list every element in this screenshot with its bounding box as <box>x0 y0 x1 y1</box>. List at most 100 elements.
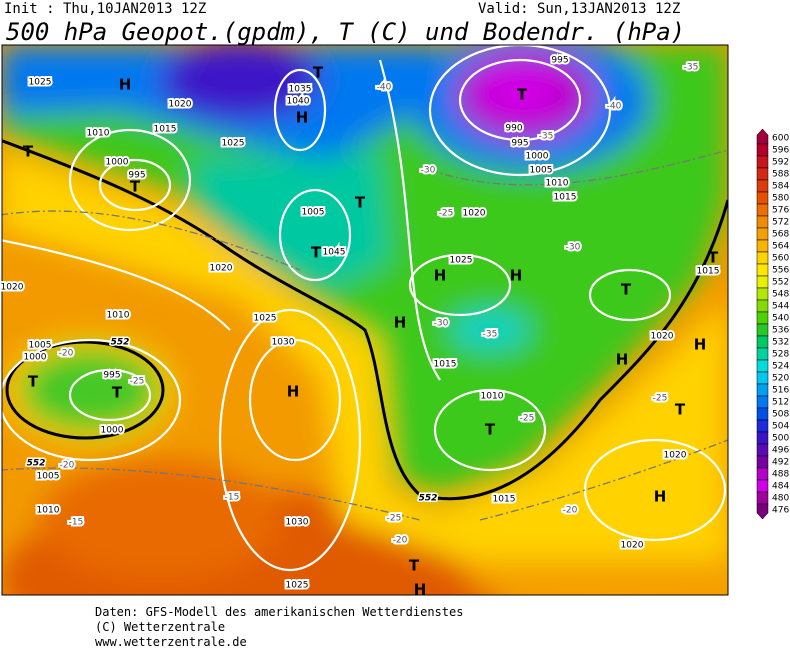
temperature-label: -20 <box>393 536 408 546</box>
colorbar-label: 540 <box>772 314 789 324</box>
colorbar-label: 568 <box>772 230 789 240</box>
temperature-label: -25 <box>653 394 668 404</box>
colorbar-label: 584 <box>772 182 789 192</box>
isobar-label: 1015 <box>697 267 720 277</box>
temperature-label: -15 <box>69 518 84 528</box>
pressure-center: H <box>434 267 447 285</box>
temperature-label: -20 <box>60 461 75 471</box>
pressure-center: T <box>485 421 496 439</box>
pressure-center: T <box>311 244 322 262</box>
isobar-label: 1045 <box>323 248 346 258</box>
isobar-label: 1015 <box>154 125 177 135</box>
colorbar-cell <box>756 503 769 520</box>
pressure-center: T <box>517 86 528 104</box>
pressure-center: T <box>708 249 719 267</box>
isobar-label: 1010 <box>87 129 110 139</box>
colorbar-cell <box>756 371 769 385</box>
isobar-label: 1010 <box>481 392 504 402</box>
pressure-center: T <box>355 194 366 212</box>
temperature-label: -40 <box>377 83 392 93</box>
colorbar-label: 504 <box>772 422 789 432</box>
isobar-label: 1020 <box>664 451 687 461</box>
colorbar-cell <box>756 335 769 349</box>
isobar-label: 1040 <box>287 97 310 107</box>
isobar-label: 1015 <box>493 495 516 505</box>
pressure-center: H <box>287 383 300 401</box>
temperature-label: -25 <box>439 209 454 219</box>
colorbar-cell <box>756 179 769 193</box>
colorbar-cell <box>756 323 769 337</box>
temperature-label: -40 <box>607 102 622 112</box>
map-title: 500 hPa Geopot.(gpdm), T (C) und Bodendr… <box>6 18 685 46</box>
isobar-label: 990 <box>505 124 522 134</box>
isobar-label: 1000 <box>106 158 129 168</box>
temperature-label: -30 <box>421 166 436 176</box>
isobar-label: 1025 <box>222 139 245 149</box>
colorbar-label: 556 <box>772 266 789 276</box>
colorbar-cell <box>756 143 769 157</box>
isobar-label: 1020 <box>1 283 24 293</box>
isobar-label: 995 <box>128 171 145 181</box>
colorbar-label: 520 <box>772 374 789 384</box>
colorbar-label: 480 <box>772 494 789 504</box>
temperature-label: -25 <box>130 377 145 387</box>
isobar-label: 995 <box>551 56 568 66</box>
colorbar-label: 552 <box>772 278 789 288</box>
colorbar-cell <box>756 395 769 409</box>
pressure-center: H <box>616 351 629 369</box>
isobar-label: 1020 <box>463 209 486 219</box>
colorbar-cell <box>756 287 769 301</box>
temperature-label: -15 <box>225 493 240 503</box>
colorbar-label: 544 <box>772 302 789 312</box>
colorbar-label: 532 <box>772 338 789 348</box>
isobar-label: 552 <box>419 494 438 504</box>
isobar-label: 1010 <box>546 179 569 189</box>
colorbar-label: 528 <box>772 350 789 360</box>
colorbar-label: 572 <box>772 218 789 228</box>
colorbar-cell <box>756 431 769 445</box>
isobar-label: 1015 <box>434 360 457 370</box>
pressure-center: T <box>23 143 34 161</box>
colorbar-label: 496 <box>772 446 789 456</box>
isobar-label: 1030 <box>272 338 295 348</box>
colorbar-label: 500 <box>772 434 789 444</box>
isobar-label: 1020 <box>621 541 644 551</box>
colorbar-label: 516 <box>772 386 789 396</box>
pressure-center: H <box>296 109 309 127</box>
colorbar-label: 548 <box>772 290 789 300</box>
temperature-label: -20 <box>563 506 578 516</box>
isobar-label: 1005 <box>37 472 60 482</box>
colorbar-cell <box>756 251 769 265</box>
colorbar-cell <box>756 359 769 373</box>
isobar-label: 1030 <box>286 518 309 528</box>
pressure-center: T <box>130 178 141 196</box>
footer-line: (C) Wetterzentrale <box>95 620 225 634</box>
pressure-center: T <box>313 64 324 82</box>
colorbar-label: 588 <box>772 170 789 180</box>
colorbar-label: 576 <box>772 206 789 216</box>
colorbar-cell <box>756 311 769 325</box>
isobar-label: 1025 <box>286 581 309 591</box>
colorbar-label: 564 <box>772 242 789 252</box>
isobar-label: 552 <box>27 459 46 469</box>
colorbar-label: 492 <box>772 458 789 468</box>
colorbar-label: 484 <box>772 482 789 492</box>
pressure-center: T <box>621 281 632 299</box>
colorbar-cell <box>756 479 769 493</box>
temperature-label: -25 <box>520 414 535 424</box>
colorbar-cell <box>756 227 769 241</box>
pressure-center: T <box>28 373 39 391</box>
isobar-label: 1020 <box>210 264 233 274</box>
init-time: Init : Thu,10JAN2013 12Z <box>4 1 206 17</box>
footer-line: www.wetterzentrale.de <box>95 635 247 648</box>
isobar-label: 1005 <box>29 341 52 351</box>
colorbar-label: 488 <box>772 470 789 480</box>
valid-time: Valid: Sun,13JAN2013 12Z <box>478 1 680 17</box>
map-frame <box>1 44 729 596</box>
colorbar-label: 512 <box>772 398 789 408</box>
isobar-label: 1000 <box>526 152 549 162</box>
isobar-label: 1000 <box>101 426 124 436</box>
colorbar-cell <box>756 491 769 505</box>
isobar-label: 1000 <box>24 353 47 363</box>
